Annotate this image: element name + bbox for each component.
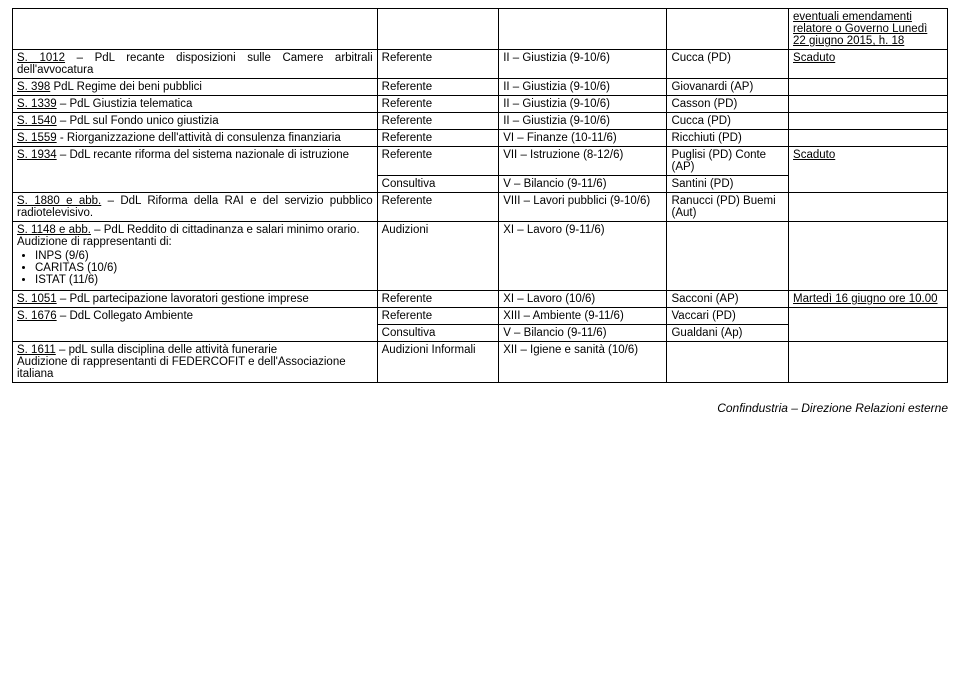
- bill-number: S. 1880 e abb.: [17, 195, 101, 207]
- committee-cell: V – Bilancio (9-11/6): [499, 176, 667, 193]
- audition-list: INPS (9/6) CARITAS (10/6) ISTAT (11/6): [35, 250, 373, 286]
- table-row: S. 1676 – DdL Collegato Ambiente Referen…: [13, 308, 948, 325]
- relator-cell: Cucca (PD): [667, 50, 789, 79]
- relator-cell: Gualdani (Ap): [667, 325, 789, 342]
- role-cell: Referente: [377, 147, 499, 176]
- bill-desc: – DdL Collegato Ambiente: [57, 310, 193, 322]
- committee-cell: XI – Lavoro (10/6): [499, 291, 667, 308]
- table-row: S. 1611 – pdL sulla disciplina delle att…: [13, 342, 948, 383]
- relator-cell: Casson (PD): [667, 96, 789, 113]
- bill-number: S. 1148 e abb.: [17, 224, 91, 236]
- relator-cell: Vaccari (PD): [667, 308, 789, 325]
- role-cell: Audizioni Informali: [377, 342, 499, 383]
- bill-number: S. 1540: [17, 115, 57, 127]
- role-cell: Consultiva: [377, 325, 499, 342]
- role-cell: Referente: [377, 291, 499, 308]
- role-cell: Referente: [377, 79, 499, 96]
- bill-number: S. 1051: [17, 293, 57, 305]
- relator-cell: Ranucci (PD) Buemi (Aut): [667, 193, 789, 222]
- table-row: eventuali emendamenti relatore o Governo…: [13, 9, 948, 50]
- bill-desc: – PdL sul Fondo unico giustizia: [57, 115, 219, 127]
- relator-cell: Giovanardi (AP): [667, 79, 789, 96]
- committee-cell: II – Giustizia (9-10/6): [499, 96, 667, 113]
- role-cell: Referente: [377, 96, 499, 113]
- committee-cell: XIII – Ambiente (9-11/6): [499, 308, 667, 325]
- status-text: eventuali emendamenti relatore o Governo…: [793, 11, 927, 47]
- bill-number: S. 398: [17, 81, 50, 93]
- bill-number: S. 1934: [17, 149, 57, 161]
- status-text: Martedì 16 giugno ore 10.00: [793, 293, 938, 305]
- committee-cell: XII – Igiene e sanità (10/6): [499, 342, 667, 383]
- bill-number: S. 1559: [17, 132, 57, 144]
- relator-cell: Sacconi (AP): [667, 291, 789, 308]
- page-footer: Confindustria – Direzione Relazioni este…: [12, 401, 948, 415]
- table-row: S. 1012 – PdL recante disposizioni sulle…: [13, 50, 948, 79]
- table-row: S. 1559 - Riorganizzazione dell'attività…: [13, 130, 948, 147]
- bill-number: S. 1611: [17, 344, 56, 356]
- list-item: INPS (9/6): [35, 250, 373, 262]
- bill-number: S. 1012: [17, 52, 65, 64]
- status-text: Scaduto: [793, 52, 835, 64]
- table-row: S. 1148 e abb. – PdL Reddito di cittadin…: [13, 222, 948, 291]
- committee-cell: V – Bilancio (9-11/6): [499, 325, 667, 342]
- bill-desc: – DdL recante riforma del sistema nazion…: [57, 149, 349, 161]
- bill-desc: – PdL recante disposizioni sulle Camere …: [17, 52, 373, 76]
- bill-desc: – PdL Giustizia telematica: [57, 98, 193, 110]
- audition-text: Audizione di rappresentanti di FEDERCOFI…: [17, 356, 346, 380]
- role-cell: Referente: [377, 308, 499, 325]
- role-cell: Referente: [377, 50, 499, 79]
- committee-cell: II – Giustizia (9-10/6): [499, 50, 667, 79]
- bill-desc: PdL Regime dei beni pubblici: [50, 81, 202, 93]
- committee-cell: II – Giustizia (9-10/6): [499, 79, 667, 96]
- relator-cell: Cucca (PD): [667, 113, 789, 130]
- table-row: S. 1339 – PdL Giustizia telematica Refer…: [13, 96, 948, 113]
- relator-cell: Puglisi (PD) Conte (AP): [667, 147, 789, 176]
- legislative-table: eventuali emendamenti relatore o Governo…: [12, 8, 948, 383]
- committee-cell: VII – Istruzione (8-12/6): [499, 147, 667, 176]
- role-cell: Referente: [377, 113, 499, 130]
- committee-cell: II – Giustizia (9-10/6): [499, 113, 667, 130]
- relator-cell: Santini (PD): [667, 176, 789, 193]
- audition-intro: Audizione di rappresentanti di:: [17, 236, 172, 248]
- bill-number: S. 1676: [17, 310, 57, 322]
- bill-desc: – PdL Reddito di cittadinanza e salari m…: [91, 224, 360, 236]
- table-row: S. 1540 – PdL sul Fondo unico giustizia …: [13, 113, 948, 130]
- role-cell: Audizioni: [377, 222, 499, 291]
- list-item: ISTAT (11/6): [35, 274, 373, 286]
- committee-cell: VI – Finanze (10-11/6): [499, 130, 667, 147]
- table-row: S. 1051 – PdL partecipazione lavoratori …: [13, 291, 948, 308]
- list-item: CARITAS (10/6): [35, 262, 373, 274]
- role-cell: Referente: [377, 130, 499, 147]
- table-row: S. 1880 e abb. – DdL Riforma della RAI e…: [13, 193, 948, 222]
- committee-cell: VIII – Lavori pubblici (9-10/6): [499, 193, 667, 222]
- bill-desc: – pdL sulla disciplina delle attività fu…: [56, 344, 277, 356]
- status-text: Scaduto: [793, 149, 835, 161]
- table-row: S. 1934 – DdL recante riforma del sistem…: [13, 147, 948, 176]
- table-row: S. 398 PdL Regime dei beni pubblici Refe…: [13, 79, 948, 96]
- role-cell: Referente: [377, 193, 499, 222]
- bill-desc: - Riorganizzazione dell'attività di cons…: [57, 132, 341, 144]
- bill-desc: – PdL partecipazione lavoratori gestione…: [57, 293, 309, 305]
- bill-number: S. 1339: [17, 98, 57, 110]
- role-cell: Consultiva: [377, 176, 499, 193]
- committee-cell: XI – Lavoro (9-11/6): [499, 222, 667, 291]
- relator-cell: Ricchiuti (PD): [667, 130, 789, 147]
